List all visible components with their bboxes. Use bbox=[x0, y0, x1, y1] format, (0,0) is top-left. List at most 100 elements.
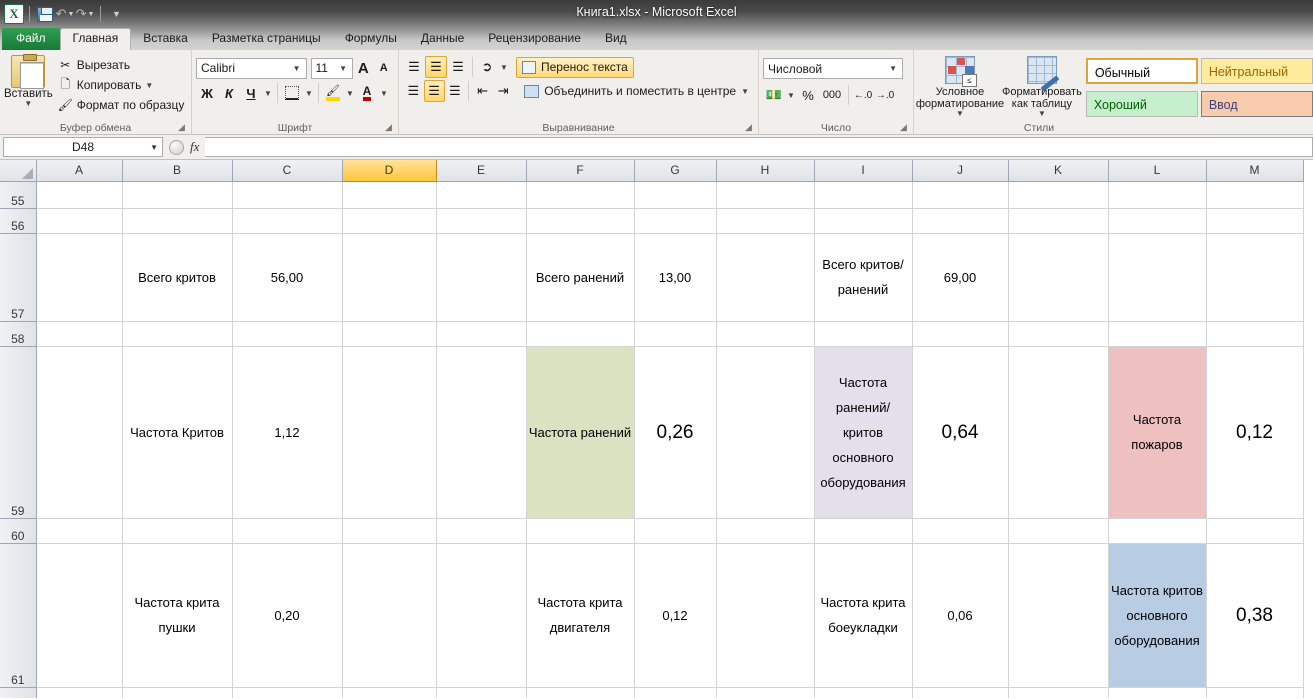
cell-I56[interactable] bbox=[814, 208, 913, 234]
row-header-56[interactable]: 56 bbox=[0, 208, 37, 234]
cell-K57[interactable] bbox=[1008, 233, 1109, 322]
cell-C59[interactable]: 1,12 bbox=[232, 346, 343, 519]
row-header-59[interactable]: 59 bbox=[0, 346, 37, 519]
chevron-down-icon[interactable]: ▼ bbox=[741, 86, 749, 96]
alignment-dialog-launcher-icon[interactable]: ◢ bbox=[745, 122, 752, 132]
column-header-B[interactable]: B bbox=[122, 160, 233, 182]
font-size-combo[interactable]: 11 ▼ bbox=[310, 57, 353, 79]
clipboard-dialog-launcher-icon[interactable]: ◢ bbox=[178, 122, 185, 132]
align-middle-icon[interactable]: ☰ bbox=[425, 56, 447, 78]
cell-G62[interactable] bbox=[634, 687, 717, 698]
redo-icon[interactable]: ↷ ▼ bbox=[75, 6, 95, 21]
chevron-down-icon[interactable]: ▼ bbox=[889, 64, 897, 73]
align-top-icon[interactable]: ☰ bbox=[408, 59, 420, 74]
tab-view[interactable]: Вид bbox=[604, 31, 627, 45]
chevron-down-icon[interactable]: ▼ bbox=[346, 88, 354, 98]
chevron-down-icon[interactable]: ▼ bbox=[150, 142, 158, 152]
increase-decimal-icon[interactable]: ←.0 bbox=[853, 89, 873, 101]
align-center-icon[interactable]: ☰ bbox=[423, 80, 445, 102]
cell-I55[interactable] bbox=[814, 181, 913, 209]
cell-D55[interactable] bbox=[342, 181, 437, 209]
cell-H55[interactable] bbox=[716, 181, 815, 209]
column-header-A[interactable]: A bbox=[36, 160, 123, 182]
percent-style-icon[interactable]: % bbox=[797, 84, 819, 106]
cell-C55[interactable] bbox=[232, 181, 343, 209]
cell-K60[interactable] bbox=[1008, 518, 1109, 544]
cell-I59[interactable]: Частота ранений/критов основного оборудо… bbox=[814, 346, 913, 519]
cell-F62[interactable] bbox=[526, 687, 635, 698]
orientation-icon[interactable]: ➲ bbox=[481, 59, 493, 74]
cell-K59[interactable] bbox=[1008, 346, 1109, 519]
column-header-C[interactable]: C bbox=[232, 160, 343, 182]
chevron-down-icon[interactable]: ▼ bbox=[956, 109, 964, 118]
cell-I62[interactable] bbox=[814, 687, 913, 698]
cell-H58[interactable] bbox=[716, 321, 815, 347]
cell-H62[interactable] bbox=[716, 687, 815, 698]
save-icon[interactable] bbox=[35, 4, 55, 24]
bold-button[interactable]: Ж bbox=[196, 82, 218, 104]
cell-style-input[interactable]: Ввод bbox=[1200, 91, 1313, 117]
underline-button[interactable]: Ч bbox=[240, 82, 262, 104]
cell-style-neutral[interactable]: Нейтральный bbox=[1200, 58, 1313, 84]
cell-J55[interactable] bbox=[912, 181, 1009, 209]
cell-G55[interactable] bbox=[634, 181, 717, 209]
cell-H60[interactable] bbox=[716, 518, 815, 544]
tab-insert[interactable]: Вставка bbox=[143, 31, 188, 45]
cell-E61[interactable] bbox=[436, 543, 527, 688]
chevron-down-icon[interactable]: ▼ bbox=[305, 88, 313, 98]
tab-data[interactable]: Данные bbox=[420, 31, 465, 45]
chevron-down-icon[interactable]: ▼ bbox=[1037, 109, 1046, 118]
cell-F59[interactable]: Частота ранений bbox=[526, 346, 635, 519]
cell-E58[interactable] bbox=[436, 321, 527, 347]
undo-icon[interactable]: ↶ ▼ bbox=[55, 6, 75, 21]
column-header-M[interactable]: M bbox=[1206, 160, 1304, 182]
cell-A57[interactable] bbox=[36, 233, 123, 322]
cell-K58[interactable] bbox=[1008, 321, 1109, 347]
cell-E57[interactable] bbox=[436, 233, 527, 322]
cut-button[interactable]: ✂ Вырезать bbox=[53, 55, 189, 75]
tab-review[interactable]: Рецензирование bbox=[488, 31, 581, 45]
chevron-down-icon[interactable]: ▼ bbox=[380, 88, 388, 98]
cell-style-good[interactable]: Хороший bbox=[1085, 91, 1198, 117]
cell-K55[interactable] bbox=[1008, 181, 1109, 209]
chevron-down-icon[interactable]: ▼ bbox=[145, 80, 154, 90]
select-all-corner[interactable] bbox=[0, 160, 37, 182]
customize-quick-access-icon[interactable]: ▼ bbox=[112, 9, 121, 19]
font-name-combo[interactable]: Calibri ▼ bbox=[196, 57, 307, 79]
cell-M61[interactable]: 0,38 bbox=[1206, 543, 1304, 688]
expand-formula-bar-icon[interactable] bbox=[169, 139, 184, 155]
column-header-F[interactable]: F bbox=[526, 160, 635, 182]
cell-F55[interactable] bbox=[526, 181, 635, 209]
insert-function-icon[interactable]: fx bbox=[190, 139, 200, 154]
cell-H56[interactable] bbox=[716, 208, 815, 234]
tab-page-layout[interactable]: Разметка страницы bbox=[211, 31, 321, 45]
increase-indent-icon[interactable]: ⇥ bbox=[497, 83, 509, 98]
cell-L61[interactable]: Частота критов основного оборудования bbox=[1108, 543, 1207, 688]
column-header-D[interactable]: D bbox=[341, 160, 437, 182]
cell-D60[interactable] bbox=[342, 518, 437, 544]
row-header-60[interactable]: 60 bbox=[0, 518, 37, 544]
cell-M58[interactable] bbox=[1206, 321, 1304, 347]
cell-H61[interactable] bbox=[716, 543, 815, 688]
format-painter-button[interactable]: 🖌 Формат по образцу bbox=[53, 95, 189, 115]
cell-L55[interactable] bbox=[1108, 181, 1207, 209]
column-header-I[interactable]: I bbox=[814, 160, 913, 182]
cell-A61[interactable] bbox=[36, 543, 123, 688]
decrease-indent-icon[interactable]: ⇤ bbox=[477, 83, 488, 98]
number-dialog-launcher-icon[interactable]: ◢ bbox=[900, 122, 907, 132]
cell-F57[interactable]: Всего ранений bbox=[526, 233, 635, 322]
comma-style-icon[interactable]: 000 bbox=[819, 84, 845, 106]
cell-D56[interactable] bbox=[342, 208, 437, 234]
cell-E60[interactable] bbox=[436, 518, 527, 544]
cell-F58[interactable] bbox=[526, 321, 635, 347]
cell-M56[interactable] bbox=[1206, 208, 1304, 234]
cell-B57[interactable]: Всего критов bbox=[122, 233, 233, 322]
cell-J58[interactable] bbox=[912, 321, 1009, 347]
cell-G60[interactable] bbox=[634, 518, 717, 544]
cell-C56[interactable] bbox=[232, 208, 343, 234]
align-right-icon[interactable]: ☰ bbox=[449, 83, 461, 98]
cell-B60[interactable] bbox=[122, 518, 233, 544]
cell-M55[interactable] bbox=[1206, 181, 1304, 209]
cell-K62[interactable] bbox=[1008, 687, 1109, 698]
